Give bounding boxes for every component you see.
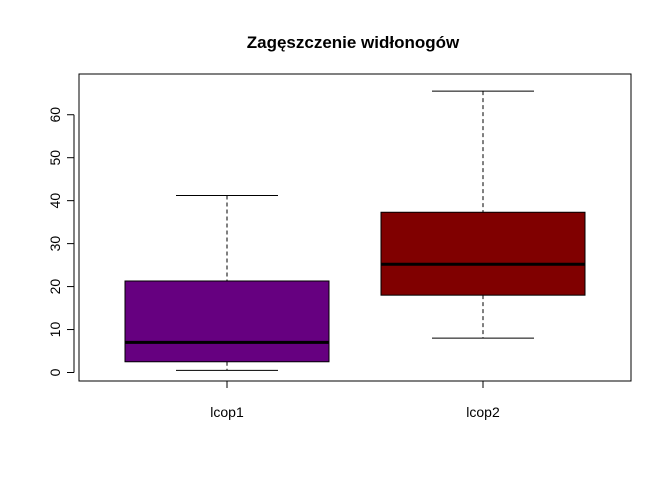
iqr-box: [124, 280, 330, 363]
x-axis: lcop1 lcop2: [210, 380, 500, 420]
y-tick-label: 20: [47, 279, 63, 295]
x-tick-label: lcop1: [210, 404, 244, 420]
chart-title: Zagęszczenie widłonogów: [247, 33, 460, 52]
y-tick-label: 10: [47, 322, 63, 338]
y-tick-label: 50: [47, 150, 63, 166]
box-lcop2: [380, 90, 586, 339]
x-tick-label: lcop2: [466, 404, 500, 420]
y-tick-label: 0: [47, 368, 63, 376]
y-tick-label: 60: [47, 107, 63, 123]
boxes: [124, 90, 586, 371]
y-tick-label: 30: [47, 236, 63, 252]
box-lcop1: [124, 195, 330, 371]
y-axis: 0 10 20 30 40 50 60: [47, 107, 75, 376]
y-tick-label: 40: [47, 193, 63, 209]
iqr-box: [380, 211, 586, 296]
